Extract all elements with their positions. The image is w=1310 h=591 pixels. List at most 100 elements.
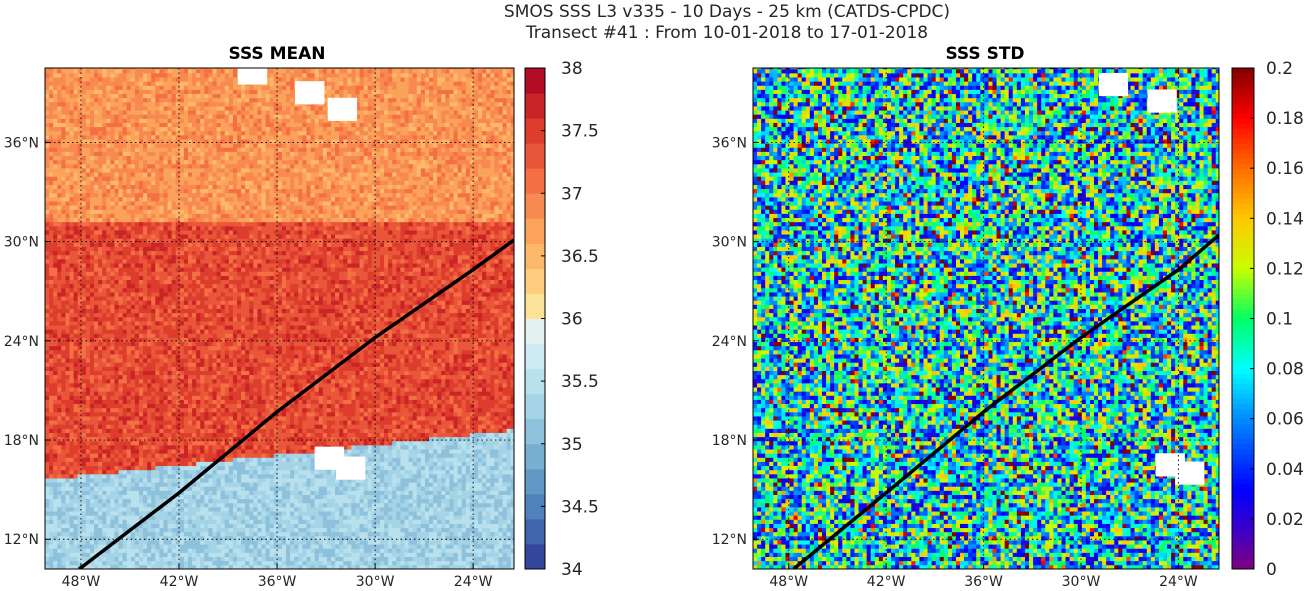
- heatmap-cell: [180, 383, 184, 388]
- heatmap-cell: [119, 317, 123, 322]
- heatmap-cell: [86, 85, 90, 90]
- heatmap-cell: [192, 81, 196, 86]
- heatmap-cell: [53, 499, 57, 504]
- heatmap-cell: [143, 156, 147, 161]
- heatmap-cell: [94, 354, 98, 359]
- heatmap-cell: [184, 284, 188, 289]
- heatmap-cell: [159, 189, 163, 194]
- heatmap-cell: [200, 362, 204, 367]
- heatmap-cell: [70, 65, 74, 70]
- heatmap-cell: [208, 304, 212, 309]
- heatmap-cell: [180, 114, 184, 119]
- heatmap-cell: [70, 325, 74, 330]
- heatmap-cell: [86, 524, 90, 529]
- heatmap-cell: [45, 214, 49, 219]
- heatmap-cell: [110, 263, 114, 268]
- heatmap-cell: [168, 205, 172, 210]
- heatmap-cell: [127, 515, 131, 520]
- heatmap-cell: [70, 135, 74, 140]
- heatmap-cell: [147, 288, 151, 293]
- heatmap-cell: [119, 276, 123, 281]
- heatmap-cell: [176, 271, 180, 276]
- heatmap-cell: [196, 292, 200, 297]
- heatmap-cell: [127, 201, 131, 206]
- heatmap-cell: [65, 536, 69, 541]
- heatmap-cell: [196, 300, 200, 305]
- heatmap-cell: [61, 280, 65, 285]
- heatmap-cell: [147, 259, 151, 264]
- heatmap-cell: [131, 176, 135, 181]
- heatmap-cell: [163, 110, 167, 115]
- heatmap-cell: [168, 255, 172, 260]
- heatmap-cell: [98, 123, 102, 128]
- heatmap-cell: [65, 387, 69, 392]
- heatmap-cell: [200, 499, 204, 504]
- heatmap-cell: [168, 383, 172, 388]
- heatmap-cell: [86, 180, 90, 185]
- heatmap-cell: [176, 466, 180, 471]
- heatmap-cell: [110, 185, 114, 190]
- heatmap-cell: [57, 90, 61, 95]
- heatmap-cell: [61, 230, 65, 235]
- heatmap-cell: [200, 276, 204, 281]
- heatmap-cell: [90, 449, 94, 454]
- heatmap-cell: [168, 242, 172, 247]
- heatmap-cell: [147, 540, 151, 545]
- heatmap-cell: [200, 267, 204, 272]
- heatmap-cell: [61, 168, 65, 173]
- heatmap-cell: [94, 131, 98, 136]
- heatmap-cell: [82, 515, 86, 520]
- heatmap-cell: [119, 139, 123, 144]
- heatmap-cell: [90, 362, 94, 367]
- heatmap-cell: [131, 168, 135, 173]
- heatmap-cell: [151, 255, 155, 260]
- heatmap-cell: [143, 180, 147, 185]
- heatmap-cell: [102, 462, 106, 467]
- heatmap-cell: [172, 379, 176, 384]
- heatmap-cell: [86, 462, 90, 467]
- heatmap-cell: [196, 263, 200, 268]
- heatmap-cell: [45, 433, 49, 438]
- heatmap-cell: [70, 73, 74, 78]
- heatmap-cell: [184, 271, 188, 276]
- heatmap-cell: [176, 507, 180, 512]
- heatmap-cell: [151, 437, 155, 442]
- heatmap-cell: [163, 135, 167, 140]
- heatmap-cell: [143, 218, 147, 223]
- heatmap-cell: [86, 466, 90, 471]
- heatmap-cell: [188, 371, 192, 376]
- heatmap-cell: [57, 296, 61, 301]
- heatmap-cell: [65, 333, 69, 338]
- heatmap-cell: [135, 288, 139, 293]
- heatmap-cell: [151, 379, 155, 384]
- heatmap-cell: [188, 172, 192, 177]
- heatmap-cell: [180, 408, 184, 413]
- heatmap-cell: [65, 176, 69, 181]
- heatmap-cell: [208, 201, 212, 206]
- heatmap-cell: [176, 85, 180, 90]
- heatmap-cell: [49, 495, 53, 500]
- heatmap-cell: [127, 189, 131, 194]
- heatmap-cell: [98, 519, 102, 524]
- heatmap-cell: [53, 395, 57, 400]
- heatmap-cell: [163, 189, 167, 194]
- heatmap-cell: [119, 486, 123, 491]
- heatmap-cell: [86, 300, 90, 305]
- heatmap-cell: [94, 201, 98, 206]
- heatmap-cell: [155, 230, 159, 235]
- heatmap-cell: [163, 168, 167, 173]
- heatmap-cell: [131, 139, 135, 144]
- heatmap-cell: [143, 139, 147, 144]
- heatmap-cell: [139, 342, 143, 347]
- heatmap-cell: [74, 185, 78, 190]
- heatmap-cell: [114, 176, 118, 181]
- heatmap-cell: [94, 379, 98, 384]
- heatmap-cell: [163, 391, 167, 396]
- heatmap-cell: [147, 296, 151, 301]
- heatmap-cell: [61, 561, 65, 566]
- heatmap-cell: [61, 73, 65, 78]
- heatmap-cell: [78, 152, 82, 157]
- heatmap-cell: [163, 81, 167, 86]
- heatmap-cell: [49, 441, 53, 446]
- heatmap-cell: [114, 65, 118, 70]
